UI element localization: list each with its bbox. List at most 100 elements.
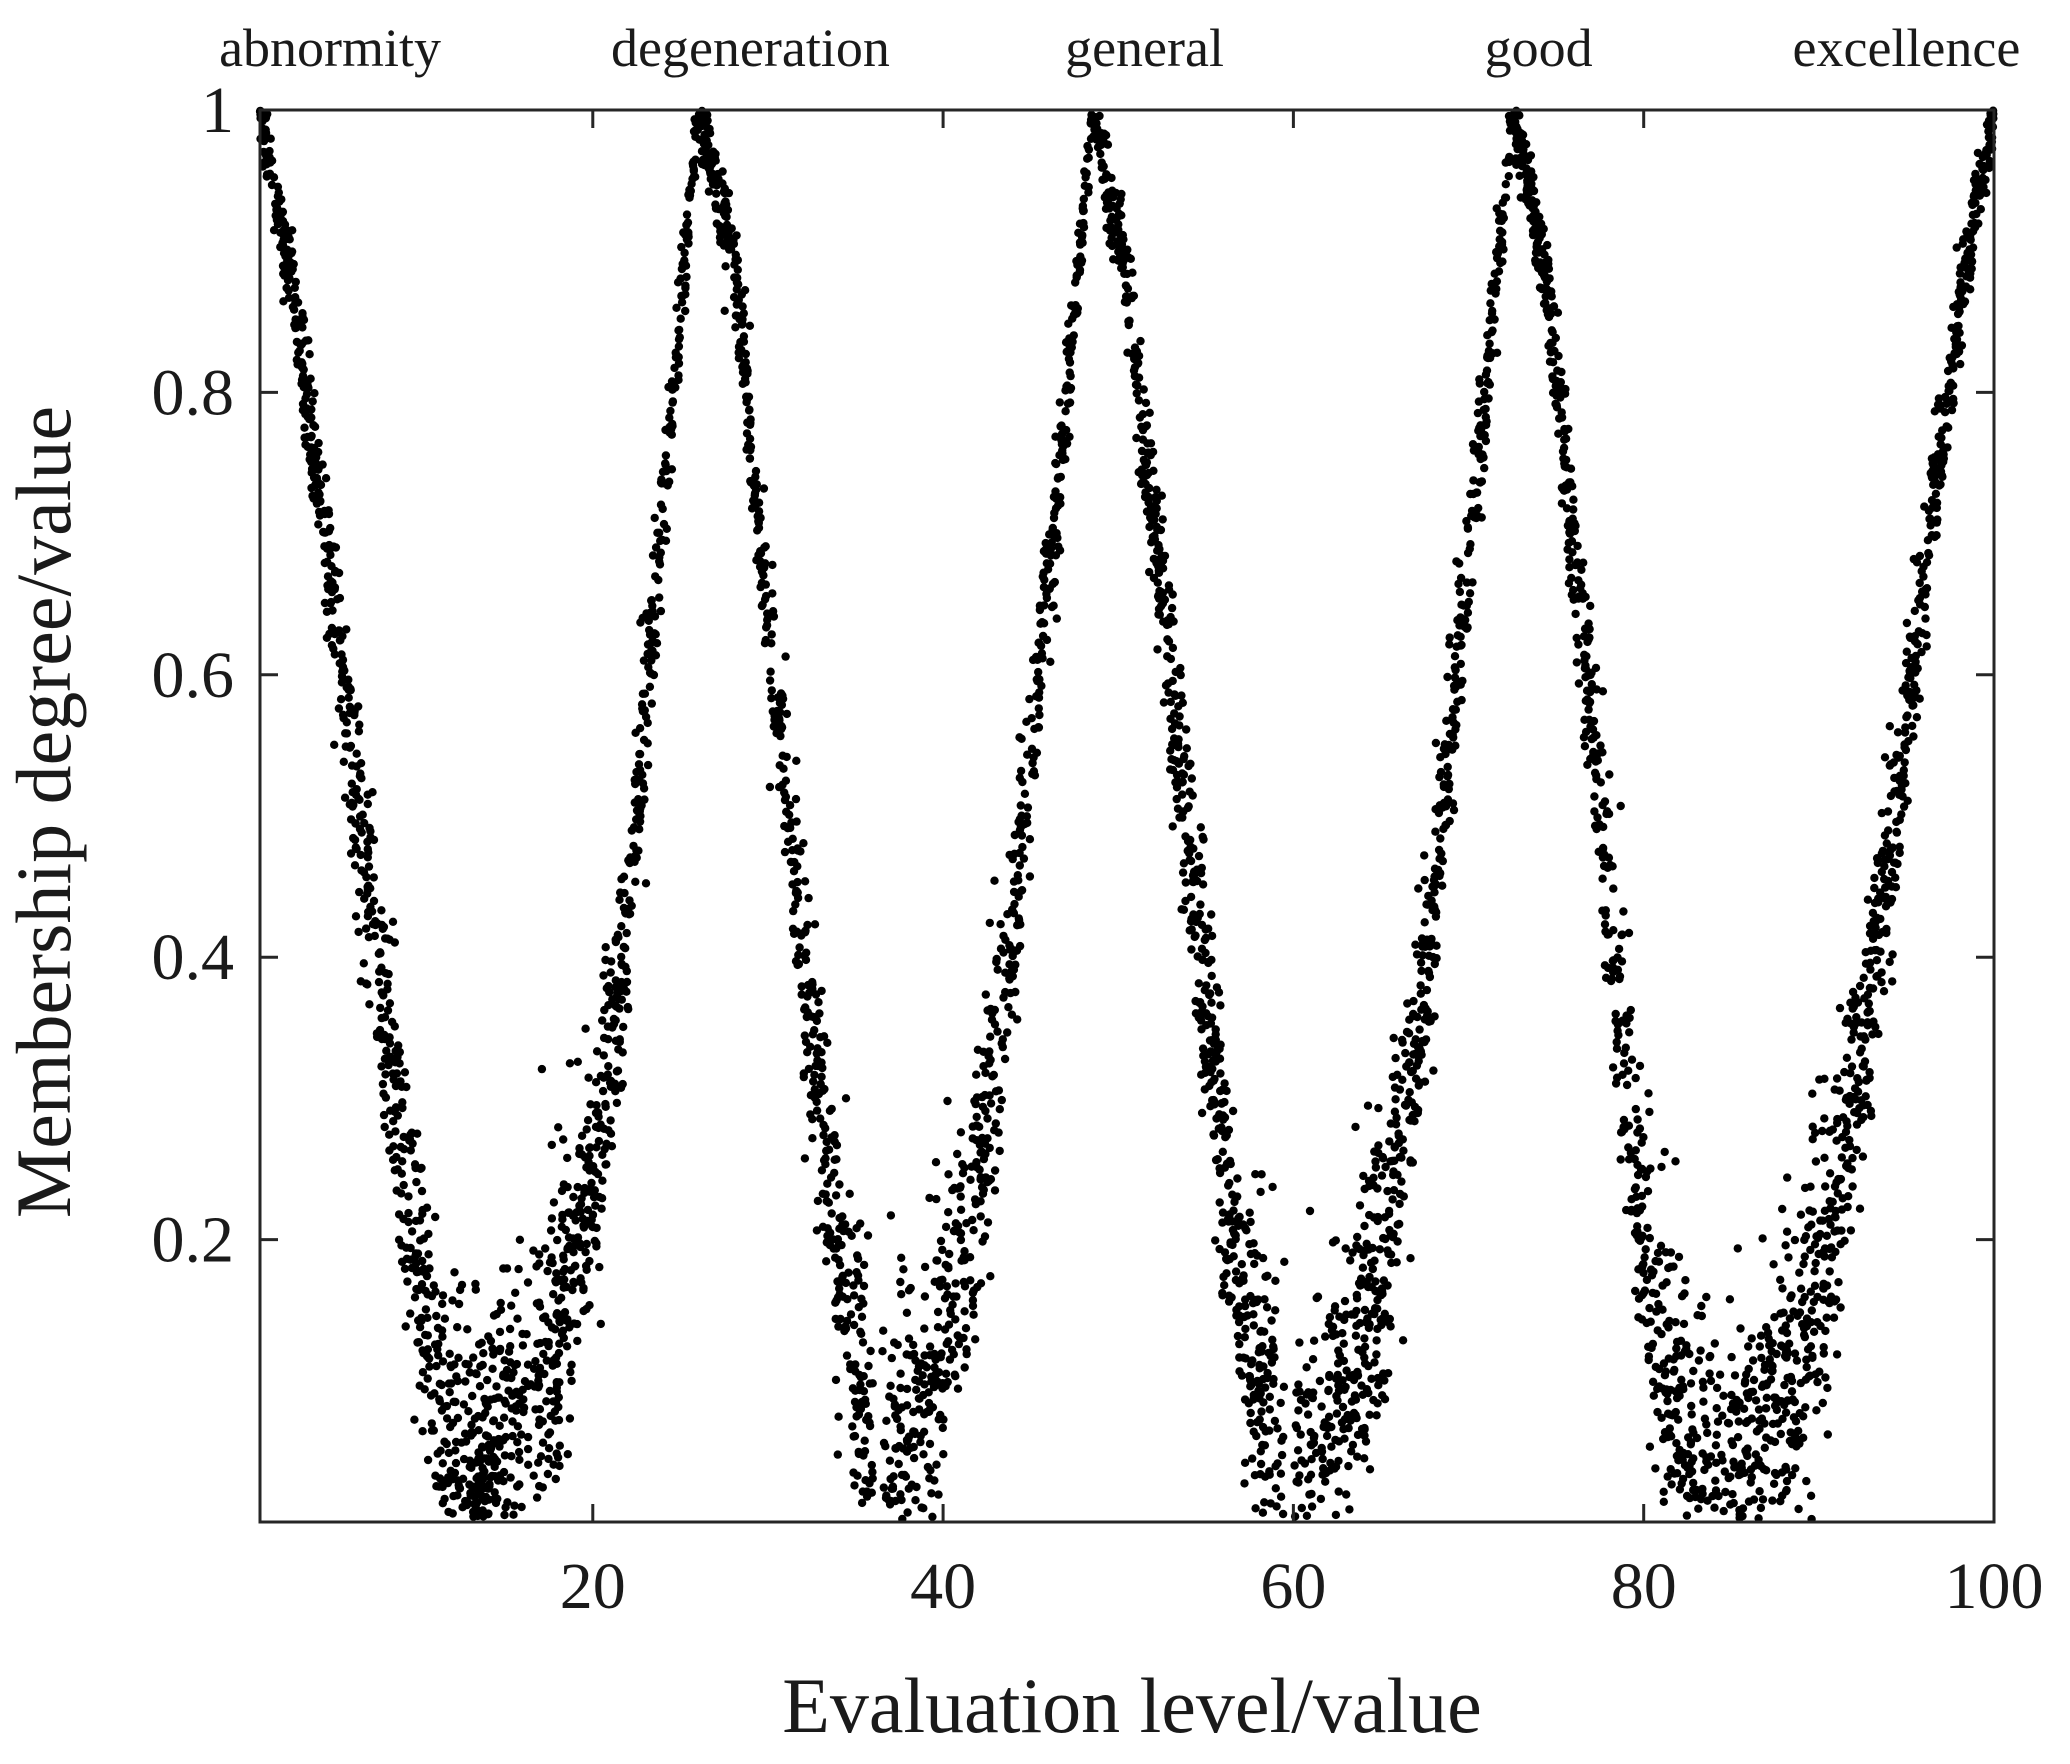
scatter-point-good — [1574, 679, 1584, 688]
scatter-point-general — [1056, 472, 1066, 482]
scatter-point-general — [1170, 740, 1179, 749]
scatter-point-abnormity — [453, 1376, 462, 1386]
scatter-point-good — [1431, 827, 1440, 836]
scatter-point-degeneration — [538, 1417, 547, 1426]
scatter-point-degeneration — [854, 1303, 863, 1312]
scatter-point-degeneration — [618, 1048, 627, 1057]
scatter-point-good — [1565, 516, 1574, 526]
scatter-point-general — [938, 1275, 947, 1285]
scatter-point-degeneration — [783, 837, 793, 846]
scatter-point-excellence — [1853, 1074, 1862, 1083]
scatter-point-general — [924, 1398, 934, 1408]
scatter-point-good — [1462, 516, 1471, 526]
scatter-point-degeneration — [676, 314, 685, 323]
scatter-point-good — [1436, 834, 1445, 843]
scatter-point-good — [1457, 695, 1466, 705]
scatter-point-degeneration — [655, 593, 664, 602]
scatter-point-good — [1637, 1138, 1646, 1147]
scatter-point-degeneration — [697, 147, 707, 156]
scatter-point-excellence — [1956, 359, 1965, 369]
scatter-point-good — [1644, 1089, 1653, 1098]
scatter-point-general — [1056, 493, 1065, 502]
scatter-point-good — [1426, 938, 1436, 947]
scatter-point-general — [1204, 1050, 1213, 1059]
scatter-point-general — [1233, 1331, 1243, 1341]
scatter-point-general — [1226, 1238, 1235, 1247]
scatter-point-degeneration — [767, 686, 776, 695]
scatter-point-general — [997, 1095, 1006, 1105]
scatter-point-degeneration — [510, 1360, 519, 1370]
scatter-point-good — [1648, 1339, 1658, 1349]
scatter-point-abnormity — [438, 1499, 447, 1508]
scatter-point-abnormity — [437, 1406, 447, 1415]
scatter-point-general — [1150, 535, 1160, 544]
scatter-point-degeneration — [674, 342, 684, 351]
scatter-point-general — [966, 1175, 975, 1185]
scatter-point-general — [1181, 832, 1190, 841]
scatter-point-abnormity — [262, 172, 271, 181]
scatter-point-good — [1662, 1320, 1671, 1329]
scatter-point-good — [1363, 1101, 1373, 1110]
scatter-point-general — [1245, 1208, 1254, 1217]
scatter-point-abnormity — [399, 1214, 408, 1224]
scatter-point-excellence — [1802, 1476, 1811, 1486]
scatter-point-degeneration — [619, 1022, 628, 1032]
scatter-point-degeneration — [823, 1179, 832, 1188]
scatter-point-general — [909, 1453, 919, 1463]
scatter-point-good — [1481, 436, 1491, 446]
scatter-point-abnormity — [453, 1491, 462, 1500]
scatter-point-good — [1365, 1181, 1374, 1191]
scatter-point-degeneration — [864, 1361, 873, 1371]
scatter-point-degeneration — [730, 273, 739, 282]
scatter-point-good — [1600, 920, 1610, 929]
scatter-point-general — [886, 1474, 895, 1484]
scatter-point-degeneration — [519, 1395, 528, 1404]
scatter-point-degeneration — [661, 425, 670, 435]
scatter-point-general — [1245, 1372, 1255, 1381]
scatter-point-good — [1385, 1137, 1394, 1146]
scatter-point-general — [1168, 822, 1177, 831]
scatter-point-degeneration — [808, 977, 817, 987]
scatter-point-excellence — [1812, 1406, 1821, 1415]
scatter-point-good — [1353, 1371, 1363, 1380]
scatter-point-general — [1037, 618, 1047, 627]
scatter-point-general — [1097, 158, 1106, 167]
scatter-point-general — [1166, 714, 1175, 723]
scatter-point-good — [1658, 1305, 1667, 1314]
scatter-point-degeneration — [715, 233, 725, 242]
scatter-point-degeneration — [831, 1375, 841, 1385]
scatter-point-degeneration — [757, 578, 767, 587]
scatter-point-degeneration — [794, 959, 804, 969]
scatter-point-good — [1334, 1487, 1343, 1496]
scatter-point-abnormity — [425, 1362, 434, 1371]
scatter-point-general — [1237, 1260, 1247, 1269]
scatter-point-abnormity — [261, 151, 271, 160]
scatter-point-good — [1506, 119, 1515, 129]
scatter-point-general — [1198, 880, 1208, 889]
scatter-point-good — [1380, 1309, 1390, 1319]
scatter-point-good — [1609, 884, 1618, 893]
scatter-point-degeneration — [573, 1233, 583, 1242]
scatter-point-degeneration — [856, 1373, 866, 1382]
scatter-point-excellence — [1796, 1210, 1806, 1219]
scatter-point-good — [1661, 1367, 1671, 1376]
scatter-point-general — [1247, 1360, 1256, 1369]
scatter-point-abnormity — [354, 927, 363, 937]
scatter-point-good — [1398, 1135, 1408, 1144]
scatter-point-abnormity — [305, 350, 314, 359]
scatter-point-good — [1315, 1376, 1325, 1386]
scatter-point-abnormity — [444, 1448, 454, 1458]
scatter-point-good — [1365, 1410, 1374, 1420]
scatter-point-general — [1054, 542, 1063, 551]
scatter-point-abnormity — [489, 1350, 498, 1359]
scatter-point-good — [1498, 228, 1507, 237]
scatter-point-degeneration — [647, 699, 656, 708]
scatter-point-abnormity — [405, 1136, 414, 1145]
scatter-point-degeneration — [507, 1452, 516, 1461]
scatter-point-degeneration — [529, 1471, 538, 1480]
scatter-point-good — [1598, 906, 1607, 915]
scatter-point-degeneration — [788, 880, 797, 889]
scatter-point-abnormity — [418, 1256, 427, 1266]
scatter-point-general — [1065, 368, 1074, 377]
scatter-point-general — [1194, 979, 1204, 988]
